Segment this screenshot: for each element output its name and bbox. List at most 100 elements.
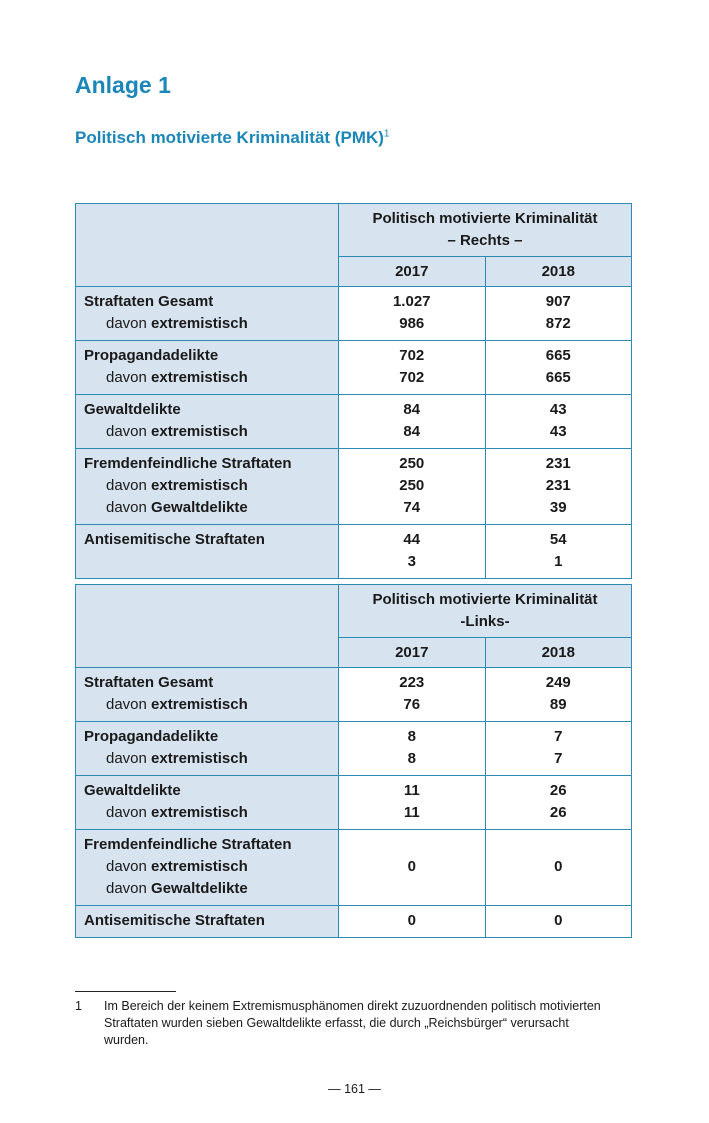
values: 0 [347,906,477,937]
year-header: 2017 [338,256,486,287]
row-label: Antisemitische Straftaten [84,525,330,556]
sub-bold: extremistisch [151,423,248,440]
sub-label: davon extremistisch [84,856,330,878]
table-group-header: Politisch motivierte Kriminalität -Links- [338,584,632,638]
category-label: Fremdenfeindliche Straftaten [84,836,292,853]
category-label: Straftaten Gesamt [84,674,214,691]
value-cell-2018: 249 89 [484,667,632,722]
footnote-text: Im Bereich der keinem Extremismusphänome… [104,999,601,1047]
value-cell-2018: 0 [484,829,632,906]
value: 8 [407,728,416,745]
value-cell-2017: 0 [338,905,486,938]
value: 43 [549,423,567,440]
value-cell-2018: 54 1 [484,524,632,579]
footnote-divider [75,991,176,992]
value: 0 [407,912,416,929]
value: 665 [545,369,571,386]
section-title: Politisch motivierte Kriminalität (PMK)1 [75,128,389,148]
sub-prefix: davon [106,423,152,440]
sub-label: davon Gewaltdelikte [84,878,330,900]
value: 250 [399,455,425,472]
value: 39 [549,499,567,516]
table-row: Fremdenfeindliche Straftaten davon extrem… [75,448,632,525]
footnote-number: 1 [75,999,82,1013]
section-title-text: Politisch motivierte Kriminalität (PMK) [75,128,384,147]
year-header: 2018 [484,256,632,287]
row-label-cell: Fremdenfeindliche Straftaten davon extrem… [75,829,339,906]
values: 0 [347,852,477,883]
values: 0 [494,906,624,937]
values: 250 250 74 [347,449,477,524]
row-label: Straftaten Gesamt davon extremistisch [84,287,330,340]
value: 872 [545,315,571,332]
header-empty-cell [75,584,339,668]
table-row: Antisemitische Straftaten 44 3 54 1 [75,524,632,579]
values: 26 26 [494,776,624,829]
values: 249 89 [494,668,624,721]
row-label: Fremdenfeindliche Straftaten davon extrem… [84,449,330,524]
year-header: 2017 [338,637,486,668]
sub-prefix: davon [106,315,152,332]
sub-prefix: davon [106,804,152,821]
value: 702 [399,347,425,364]
page-number: — 161 — [328,1082,381,1096]
header-line-1: Politisch motivierte Kriminalität [372,591,598,608]
row-label: Propagandadelikte davon extremistisch [84,341,330,394]
value-cell-2017: 1.027 986 [338,286,486,341]
value: 54 [549,531,567,548]
sub-bold: extremistisch [151,750,248,767]
value-cell-2018: 665 665 [484,340,632,395]
value-cell-2018: 231 231 39 [484,448,632,525]
category-label: Propagandadelikte [84,347,219,364]
value: 665 [545,347,571,364]
sub-bold: extremistisch [151,696,248,713]
values: 84 84 [347,395,477,448]
value: 44 [403,531,421,548]
sub-prefix: davon [106,858,152,875]
table-pmk-rechts: Politisch motivierte Kriminalität – Recht… [75,203,632,579]
sub-bold: extremistisch [151,315,248,332]
footnote-ref: 1 [383,128,390,140]
row-label-cell: Propagandadelikte davon extremistisch [75,340,339,395]
category-label: Antisemitische Straftaten [84,912,265,929]
footnote: 1 Im Bereich der keinem Extremismusphänom… [75,998,615,1049]
header-line-1: Politisch motivierte Kriminalität [372,210,598,227]
table-header-row: Politisch motivierte Kriminalität -Links- [75,584,632,668]
values: 665 665 [494,341,624,394]
value: 702 [399,369,425,386]
header-empty-cell [75,203,339,287]
value: 249 [545,674,571,691]
table-row: Antisemitische Straftaten 0 0 [75,905,632,938]
sub-bold: Gewaltdelikte [151,880,248,897]
value: 74 [403,499,421,516]
row-label: Propagandadelikte davon extremistisch [84,722,330,775]
values: 43 43 [494,395,624,448]
row-label-cell: Propagandadelikte davon extremistisch [75,721,339,776]
sub-label: davon extremistisch [84,475,330,497]
table-row: Gewaltdelikte davon extremistisch 11 11 26 26 [75,775,632,830]
values: 11 11 [347,776,477,829]
row-label: Gewaltdelikte davon extremistisch [84,395,330,448]
value: 0 [554,912,563,929]
year-row: 2017 2018 [76,256,632,287]
header-line-2: -Links- [460,613,510,630]
category-label: Gewaltdelikte [84,782,181,799]
sub-bold: extremistisch [151,369,248,386]
sub-prefix: davon [106,750,152,767]
row-label: Antisemitische Straftaten [84,906,330,937]
year-header: 2018 [484,637,632,668]
table-row: Fremdenfeindliche Straftaten davon extrem… [75,829,632,906]
sub-prefix: davon [106,696,152,713]
value: 26 [549,782,567,799]
sub-prefix: davon [106,880,152,897]
value: 1.027 [392,293,431,310]
value: 223 [399,674,425,691]
value: 43 [549,401,567,418]
values: 44 3 [347,525,477,578]
sub-label: davon extremistisch [84,367,330,389]
value: 26 [549,804,567,821]
